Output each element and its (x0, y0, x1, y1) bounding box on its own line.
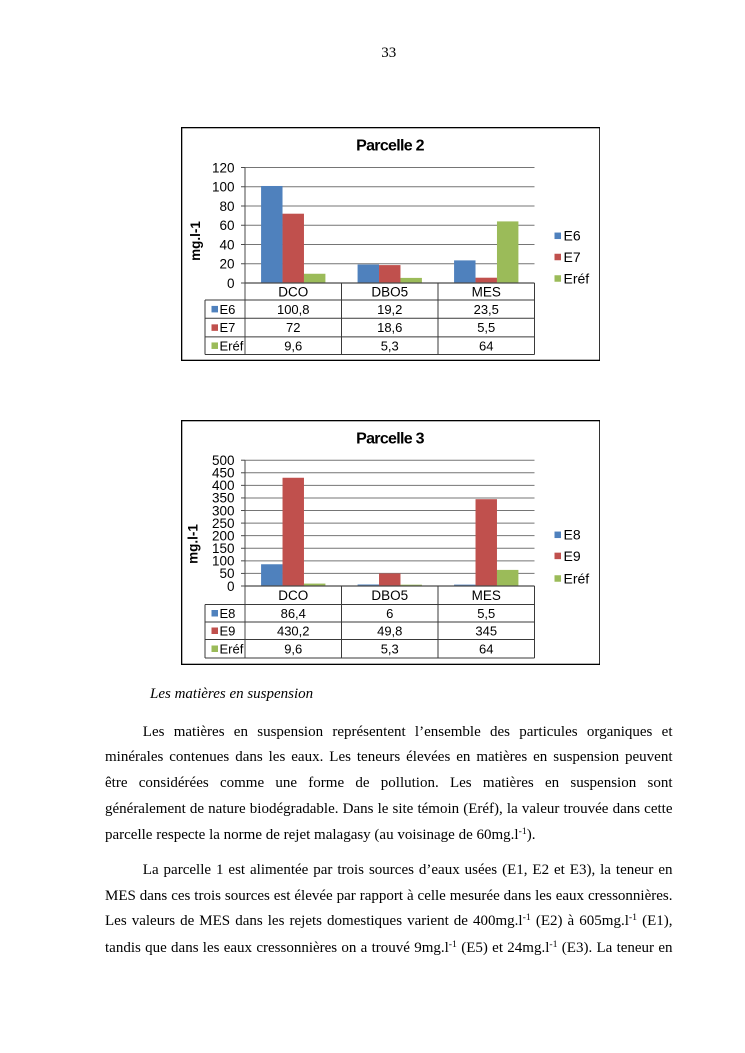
svg-text:345: 345 (475, 623, 497, 638)
svg-text:DCO: DCO (278, 284, 308, 299)
svg-text:500: 500 (211, 453, 234, 468)
svg-text:300: 300 (211, 503, 234, 518)
svg-text:DBO5: DBO5 (371, 284, 408, 299)
svg-text:MES: MES (471, 588, 500, 603)
svg-text:E7: E7 (219, 320, 235, 335)
svg-text:200: 200 (211, 528, 234, 543)
svg-text:0: 0 (226, 276, 234, 291)
svg-text:86,4: 86,4 (280, 606, 305, 621)
svg-text:430,2: 430,2 (276, 623, 309, 638)
svg-text:20: 20 (219, 257, 234, 272)
svg-text:E6: E6 (219, 302, 235, 317)
svg-text:60: 60 (219, 218, 234, 233)
svg-text:Eréf: Eréf (563, 570, 589, 586)
svg-text:64: 64 (479, 338, 493, 353)
svg-text:E9: E9 (563, 548, 580, 564)
svg-text:E9: E9 (219, 623, 235, 638)
svg-text:9,6: 9,6 (284, 338, 302, 353)
svg-text:5,3: 5,3 (380, 338, 398, 353)
svg-text:MES: MES (471, 284, 500, 299)
svg-text:23,5: 23,5 (473, 302, 498, 317)
svg-text:DCO: DCO (278, 588, 308, 603)
svg-text:100,8: 100,8 (276, 302, 309, 317)
svg-text:150: 150 (211, 541, 234, 556)
svg-text:18,6: 18,6 (377, 320, 402, 335)
svg-text:E8: E8 (563, 527, 580, 543)
svg-text:40: 40 (219, 237, 234, 252)
svg-text:E7: E7 (563, 249, 580, 265)
svg-text:5,3: 5,3 (380, 641, 398, 656)
svg-text:49,8: 49,8 (377, 623, 402, 638)
svg-text:E8: E8 (219, 606, 235, 621)
svg-text:9,6: 9,6 (284, 641, 302, 656)
svg-text:Eréf: Eréf (219, 641, 243, 656)
svg-text:400: 400 (211, 478, 234, 493)
svg-text:6: 6 (386, 606, 393, 621)
svg-text:DBO5: DBO5 (371, 588, 408, 603)
svg-text:Parcelle 3: Parcelle 3 (356, 430, 425, 447)
svg-text:mg.l-1: mg.l-1 (185, 524, 200, 564)
svg-text:450: 450 (211, 466, 234, 481)
svg-text:mg.l-1: mg.l-1 (188, 221, 203, 261)
svg-text:0: 0 (226, 579, 234, 594)
svg-text:Eréf: Eréf (563, 270, 589, 286)
svg-text:72: 72 (286, 320, 300, 335)
svg-text:19,2: 19,2 (377, 302, 402, 317)
svg-text:64: 64 (479, 641, 493, 656)
svg-text:250: 250 (211, 516, 234, 531)
svg-text:80: 80 (219, 199, 234, 214)
svg-text:350: 350 (211, 491, 234, 506)
svg-text:100: 100 (211, 554, 234, 569)
svg-text:120: 120 (211, 160, 234, 175)
svg-text:100: 100 (211, 180, 234, 195)
svg-text:Eréf: Eréf (219, 338, 243, 353)
svg-text:50: 50 (219, 566, 234, 581)
svg-text:E6: E6 (563, 228, 580, 244)
svg-text:5,5: 5,5 (477, 320, 495, 335)
svg-text:Parcelle 2: Parcelle 2 (356, 137, 425, 154)
svg-text:5,5: 5,5 (477, 606, 495, 621)
